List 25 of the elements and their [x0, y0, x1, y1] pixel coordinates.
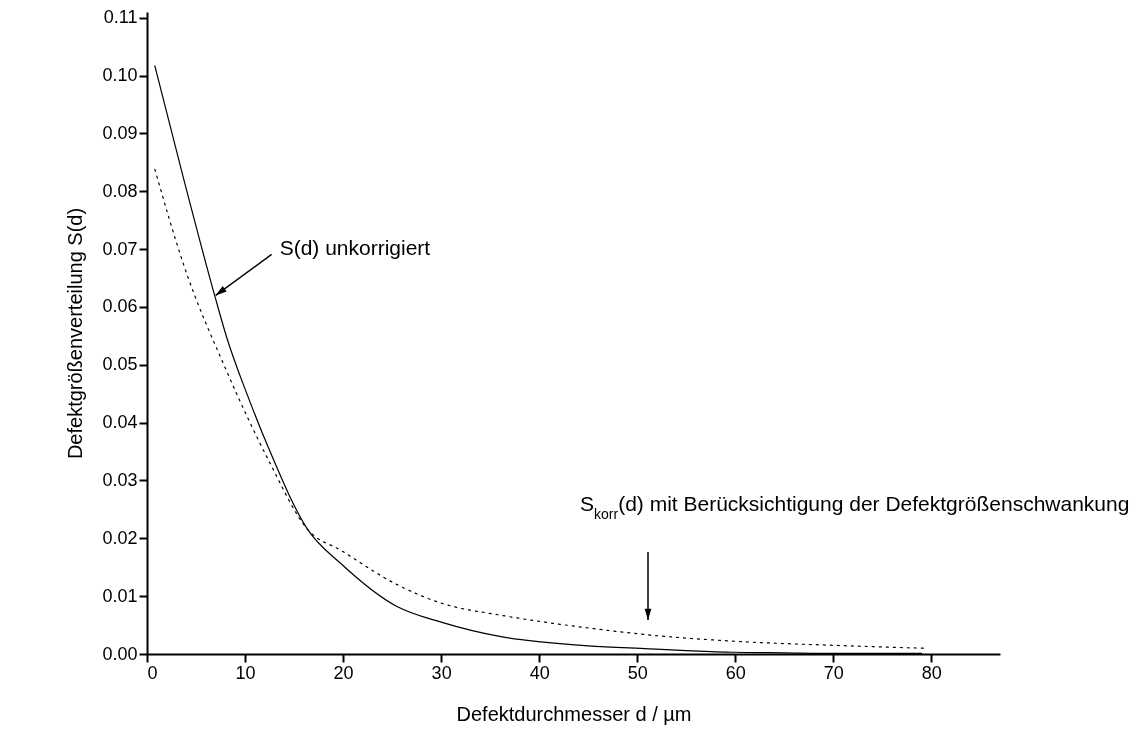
- y-axis-title: Defektgrößenverteilung S(d): [64, 207, 87, 460]
- x-tick-label: 70: [823, 662, 844, 683]
- y-tick-label: 0.06: [102, 296, 138, 317]
- x-tick-label: 20: [333, 662, 354, 683]
- annotation: S(d) unkorrigiert: [279, 236, 431, 260]
- y-tick-label: 0.10: [102, 65, 138, 86]
- x-tick-label: 0: [147, 662, 158, 683]
- y-tick-label: 0.02: [102, 527, 138, 548]
- y-tick-label: 0.04: [102, 412, 138, 433]
- x-tick-label: 10: [235, 662, 256, 683]
- x-tick-label: 30: [431, 662, 452, 683]
- x-tick-label: 50: [627, 662, 648, 683]
- x-tick-label: 40: [529, 662, 550, 683]
- y-tick-label: 0.09: [102, 122, 138, 143]
- x-tick-label: 60: [725, 662, 746, 683]
- annotation: S$_{korr}$(d) mit Berücksichtigung der Defektgrößenschwankung: [580, 492, 1130, 522]
- y-tick-label: 0.07: [102, 238, 138, 259]
- y-tick-label: 0.00: [102, 643, 138, 664]
- y-tick-label: 0.11: [103, 7, 138, 28]
- x-tick-label: 80: [921, 662, 942, 683]
- y-tick-label: 0.08: [102, 180, 138, 201]
- x-axis-title: Defektdurchmesser d / µm: [456, 702, 692, 725]
- y-tick-label: 0.05: [102, 354, 138, 375]
- y-tick-label: 0.01: [102, 585, 138, 606]
- y-tick-label: 0.03: [102, 469, 138, 490]
